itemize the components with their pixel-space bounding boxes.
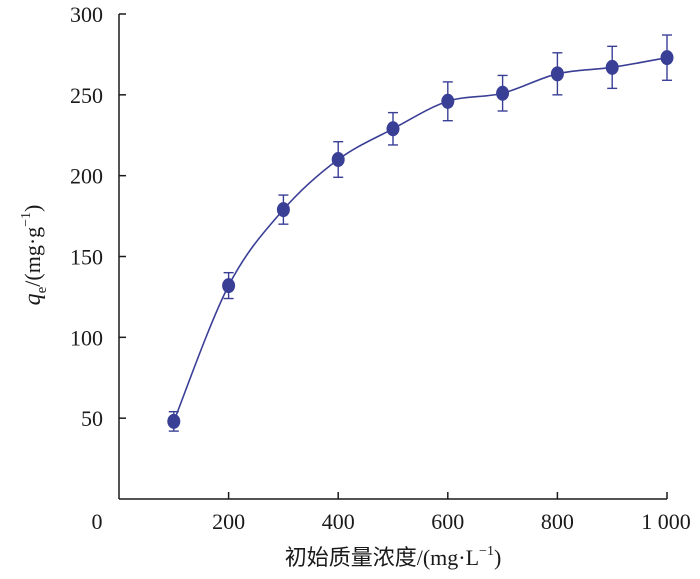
data-point [331,152,345,167]
y-axis-title: qe/(mg·g−1) [19,205,50,306]
y-tick-label: 150 [70,245,103,270]
data-point [605,59,619,75]
data-point [276,202,290,218]
error-bars [168,34,672,432]
x-tick-label: 0 [92,509,103,534]
data-point [167,413,181,429]
x-tick-label: 200 [212,509,245,534]
x-axis-title-sup: −1 [479,544,494,559]
x-axis-title-tail: ) [494,545,501,570]
data-point [386,121,400,137]
y-tick-label: 200 [70,164,103,189]
data-point [550,66,564,82]
x-tick-label: 400 [322,509,355,534]
y-axis-title-sub: e [34,286,50,293]
y-tick-label: 300 [70,2,103,27]
y-axis-title-q: q [20,293,46,305]
axes [118,13,668,500]
y-tick-label: 100 [70,325,103,350]
fit-curve [173,56,668,422]
y-tick-label: 250 [70,83,103,108]
data-point [222,278,236,294]
x-tick-label: 600 [431,509,464,534]
y-axis-title-unit: /(mg·g [20,227,45,287]
x-axis-title: 初始质量浓度/(mg·L−1) [285,544,502,570]
x-tick-label: 800 [541,509,574,534]
y-axis-title-sup: −1 [19,212,34,227]
y-axis-title-tail: ) [20,205,45,212]
y-tick-label: 50 [81,406,103,431]
tick-labels: 50 100 150 200 250 300 0 200 400 600 800 1 000 [70,2,691,534]
data-point [660,50,674,66]
x-axis-title-main: 初始质量浓度/(mg·L [285,545,479,570]
x-tick-label: 1 000 [641,509,691,534]
data-point [496,85,510,101]
data-points [167,50,674,429]
data-point [441,93,455,109]
fit-curve-layer [173,56,668,422]
